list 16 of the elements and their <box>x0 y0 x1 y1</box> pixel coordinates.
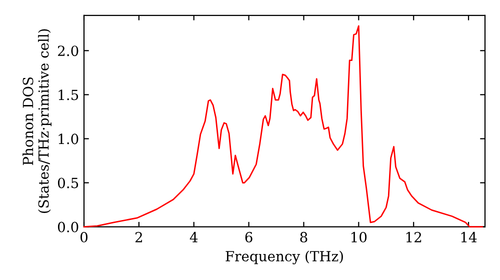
x-axis-title: Frequency (THz) <box>226 250 343 264</box>
y-tick-label: 0.5 <box>58 178 78 188</box>
y-tick-label: 0.0 <box>58 222 78 232</box>
x-tick-label: 14 <box>461 232 477 242</box>
y-tick-label: 1.5 <box>58 90 78 100</box>
x-tick-label: 2 <box>135 232 142 242</box>
x-tick-label: 10 <box>352 232 367 242</box>
x-tick-label: 4 <box>190 232 198 242</box>
y-tick-label: 2.0 <box>58 46 78 56</box>
y-tick-label: 1.0 <box>58 134 78 144</box>
x-tick-label: 0 <box>80 232 88 242</box>
x-tick-label: 12 <box>406 232 422 242</box>
y-axis-title: Phonon DOS (States/THz·primitive cell) <box>22 29 52 213</box>
x-tick-label: 6 <box>245 232 252 242</box>
x-tick-label: 8 <box>300 232 308 242</box>
line-series <box>83 25 483 228</box>
